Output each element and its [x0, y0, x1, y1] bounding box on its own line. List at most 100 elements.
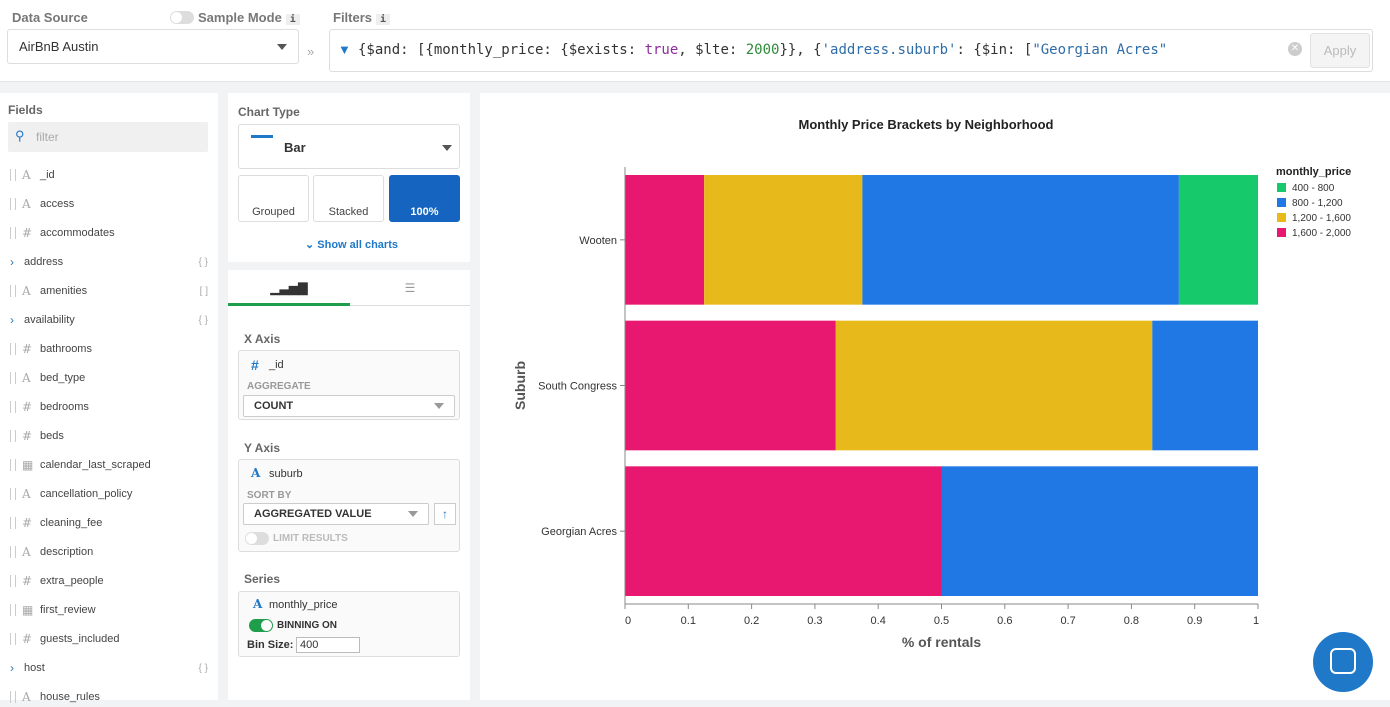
- series-field-name[interactable]: monthly_price: [269, 599, 338, 611]
- field-filter-input[interactable]: ⚲ filter: [8, 122, 208, 152]
- x-tick-label: 0.2: [744, 615, 759, 627]
- string-icon: A: [22, 197, 31, 211]
- y-axis-title: Y Axis: [244, 441, 281, 455]
- string-icon: A: [22, 690, 31, 704]
- field-address[interactable]: › address { }: [10, 252, 208, 272]
- x-field-name[interactable]: _id: [269, 359, 284, 371]
- clear-filter-icon[interactable]: ✕: [1288, 42, 1302, 56]
- drag-handle-icon[interactable]: [10, 691, 16, 703]
- legend-title: monthly_price: [1276, 166, 1351, 178]
- tab-encode[interactable]: ▁▃▅▇: [228, 270, 350, 306]
- drag-handle-icon[interactable]: [10, 169, 16, 181]
- number-icon: #: [22, 574, 33, 588]
- filter-token: {$and: [{monthly_price: {$exists:: [358, 42, 645, 58]
- field-name: _id: [40, 169, 55, 181]
- sort-order-button[interactable]: ↑: [434, 503, 456, 525]
- bar-segment[interactable]: [1178, 175, 1258, 305]
- sort-by-select[interactable]: AGGREGATED VALUE: [243, 503, 429, 525]
- bar-segment[interactable]: [625, 466, 942, 596]
- drag-handle-icon[interactable]: [10, 546, 16, 558]
- bar-segment[interactable]: [1152, 320, 1258, 451]
- data-source-label: Data Source: [12, 10, 88, 25]
- show-all-charts-link[interactable]: ⌄ Show all charts: [305, 239, 398, 251]
- chevron-down-icon: [434, 403, 444, 409]
- percent-100-button[interactable]: 100%: [389, 175, 460, 222]
- legend-label: 1,200 - 1,600: [1292, 213, 1351, 224]
- field-first-review[interactable]: ▦ first_review: [10, 600, 208, 620]
- string-icon: A: [251, 466, 261, 480]
- drag-handle-icon[interactable]: [10, 488, 16, 500]
- field-availability[interactable]: › availability { }: [10, 310, 208, 330]
- field-bedrooms[interactable]: # bedrooms: [10, 397, 208, 417]
- info-icon[interactable]: i: [285, 14, 300, 25]
- field-accommodates[interactable]: # accommodates: [10, 223, 208, 243]
- info-icon[interactable]: i: [376, 14, 391, 25]
- chart-type-select[interactable]: Bar: [238, 124, 460, 169]
- field-cleaning-fee[interactable]: # cleaning_fee: [10, 513, 208, 533]
- chat-button[interactable]: [1313, 632, 1373, 692]
- bar-segment[interactable]: [862, 175, 1179, 305]
- filter-input[interactable]: ▼ {$and: [{monthly_price: {$exists: true…: [329, 29, 1373, 72]
- drag-handle-icon[interactable]: [10, 575, 16, 587]
- field-beds[interactable]: # beds: [10, 426, 208, 446]
- field-calendar-last-scraped[interactable]: ▦ calendar_last_scraped: [10, 455, 208, 475]
- field-guests-included[interactable]: # guests_included: [10, 629, 208, 649]
- drag-handle-icon[interactable]: [10, 401, 16, 413]
- signal-bars-icon: ▁▃▅▇: [270, 281, 308, 295]
- y-field-name[interactable]: suburb: [269, 468, 303, 480]
- limit-results-toggle[interactable]: [245, 532, 269, 545]
- aggregate-select[interactable]: COUNT: [243, 395, 455, 417]
- field--id[interactable]: A _id: [10, 165, 208, 185]
- drag-handle-icon[interactable]: [10, 285, 16, 297]
- tab-customize[interactable]: ☰: [350, 270, 470, 306]
- drag-handle-icon[interactable]: [10, 633, 16, 645]
- filter-query-text[interactable]: {$and: [{monthly_price: {$exists: true, …: [358, 42, 1278, 58]
- bar-segment[interactable]: [625, 320, 836, 451]
- field-host[interactable]: › host { }: [10, 658, 208, 678]
- bar-segment[interactable]: [625, 175, 705, 305]
- bar-chart: Monthly Price Brackets by Neighborhood Wo…: [512, 117, 1351, 650]
- field-name: calendar_last_scraped: [40, 459, 151, 471]
- bar-segment[interactable]: [835, 320, 1153, 451]
- search-icon: ⚲: [15, 128, 25, 143]
- apply-button[interactable]: Apply: [1310, 33, 1370, 68]
- binning-toggle[interactable]: [249, 619, 273, 632]
- field-bathrooms[interactable]: # bathrooms: [10, 339, 208, 359]
- drag-handle-icon[interactable]: [10, 227, 16, 239]
- legend-swatch: [1277, 183, 1286, 192]
- filter-token: }}, {: [779, 42, 822, 58]
- drag-handle-icon[interactable]: [10, 459, 16, 471]
- field-extra-people[interactable]: # extra_people: [10, 571, 208, 591]
- field-name: bed_type: [40, 372, 86, 384]
- binning-label: BINNING ON: [277, 620, 337, 631]
- stacked-button[interactable]: Stacked: [313, 175, 384, 222]
- drag-handle-icon[interactable]: [10, 517, 16, 529]
- chart-type-value: Bar: [284, 140, 306, 155]
- bin-size-input[interactable]: 400: [296, 637, 360, 653]
- drag-handle-icon[interactable]: [10, 430, 16, 442]
- type-tag: { }: [198, 256, 208, 268]
- drag-handle-icon[interactable]: [10, 198, 16, 210]
- grouped-button[interactable]: Grouped: [238, 175, 309, 222]
- y-axis-card: A suburb SORT BY AGGREGATED VALUE ↑ LIMI…: [238, 459, 460, 552]
- sample-mode-toggle[interactable]: [170, 11, 194, 24]
- fields-title: Fields: [8, 103, 43, 117]
- drag-handle-icon[interactable]: [10, 372, 16, 384]
- drag-handle-icon[interactable]: [10, 343, 16, 355]
- data-source-select[interactable]: AirBnB Austin: [7, 29, 299, 64]
- field-name: first_review: [40, 604, 96, 616]
- drag-handle-icon[interactable]: [10, 604, 16, 616]
- bar-segment[interactable]: [941, 466, 1259, 596]
- y-tick-label: Wooten: [579, 235, 617, 247]
- bar-segment[interactable]: [704, 175, 863, 305]
- y-tick-label: Georgian Acres: [541, 526, 617, 538]
- date-icon: ▦: [22, 458, 34, 472]
- sample-mode-label: Sample Mode: [198, 10, 282, 25]
- series-title: Series: [244, 572, 281, 586]
